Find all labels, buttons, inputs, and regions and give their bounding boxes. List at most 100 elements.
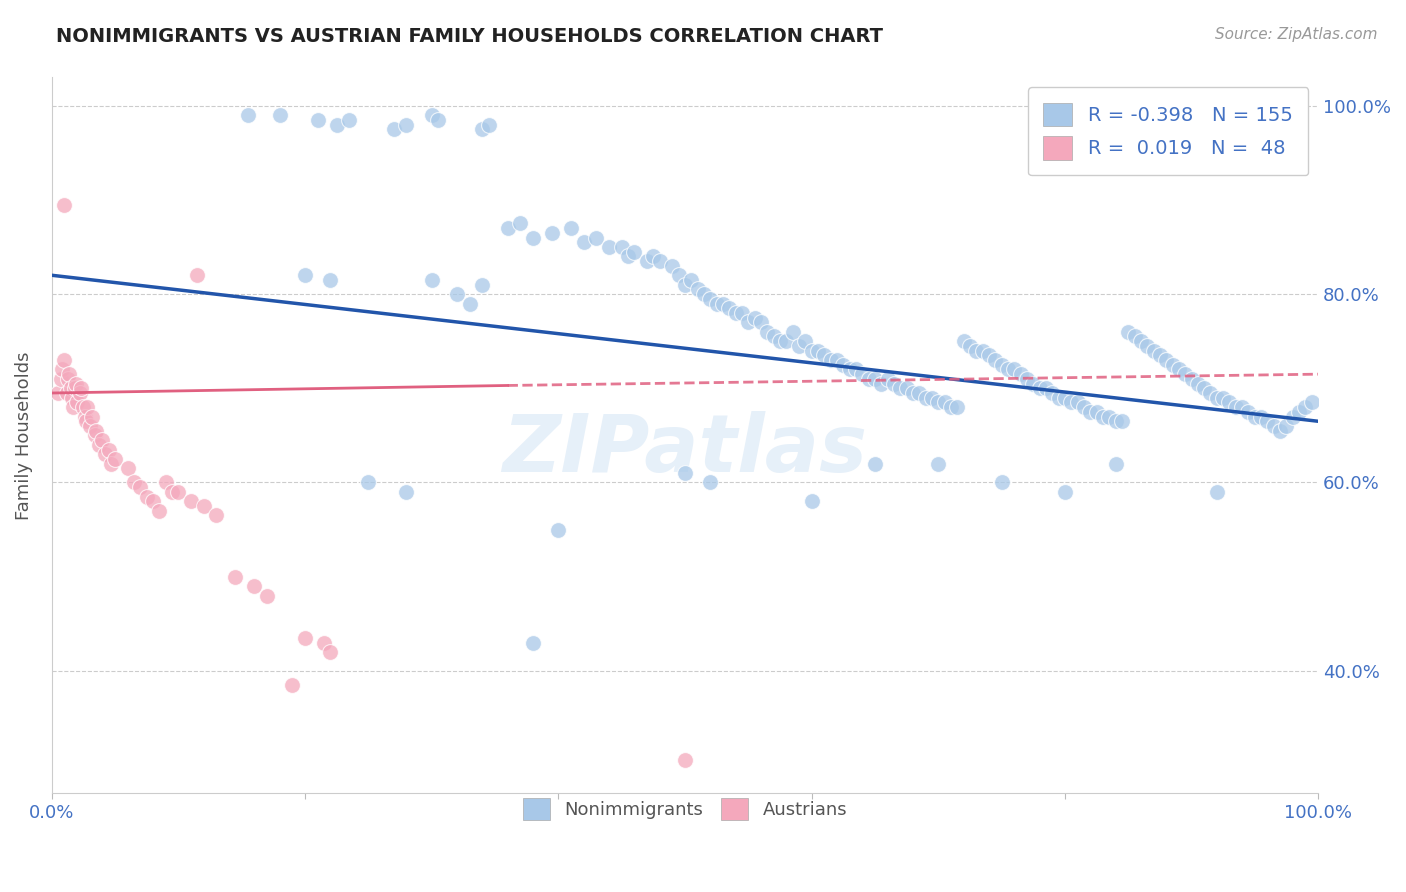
Point [939, 400, 962, 414]
Point [319, 273, 342, 287]
Point [56, 386, 79, 401]
Point [69, 386, 91, 401]
Point [1123, 329, 1146, 343]
Point [72, 400, 94, 414]
Point [997, 362, 1019, 376]
Point [84, 424, 107, 438]
Point [636, 254, 658, 268]
Point [160, 484, 183, 499]
Point [908, 386, 931, 401]
Point [49, 372, 72, 386]
Point [1053, 391, 1076, 405]
Point [1010, 367, 1032, 381]
Point [224, 570, 246, 584]
Point [977, 348, 1000, 362]
Point [724, 306, 747, 320]
Point [186, 268, 208, 283]
Point [87, 438, 110, 452]
Point [63, 381, 86, 395]
Point [312, 635, 335, 649]
Point [1218, 395, 1240, 409]
Point [1243, 409, 1265, 424]
Point [1263, 419, 1285, 434]
Point [46, 386, 69, 401]
Point [711, 296, 734, 310]
Point [617, 249, 640, 263]
Point [706, 296, 728, 310]
Point [693, 287, 716, 301]
Point [522, 635, 544, 649]
Point [598, 240, 620, 254]
Point [1192, 381, 1215, 395]
Point [782, 325, 804, 339]
Point [643, 249, 665, 263]
Point [319, 645, 342, 659]
Point [243, 579, 266, 593]
Point [325, 118, 347, 132]
Point [53, 197, 76, 211]
Point [180, 494, 202, 508]
Point [1085, 405, 1108, 419]
Point [357, 475, 380, 490]
Point [832, 358, 855, 372]
Point [205, 508, 228, 523]
Point [1256, 414, 1278, 428]
Point [193, 499, 215, 513]
Point [1116, 325, 1139, 339]
Point [699, 292, 721, 306]
Point [70, 381, 93, 395]
Point [167, 484, 190, 499]
Point [97, 442, 120, 457]
Point [294, 631, 316, 645]
Point [1154, 353, 1177, 368]
Point [1060, 395, 1083, 409]
Point [1301, 395, 1323, 409]
Point [1250, 409, 1272, 424]
Point [820, 353, 842, 368]
Point [1205, 391, 1227, 405]
Point [1288, 405, 1310, 419]
Point [269, 108, 291, 122]
Point [673, 277, 696, 292]
Point [749, 315, 772, 329]
Point [1180, 372, 1202, 386]
Point [681, 273, 703, 287]
Point [281, 678, 304, 692]
Point [673, 753, 696, 767]
Point [471, 277, 494, 292]
Point [509, 217, 531, 231]
Point [53, 353, 76, 368]
Point [876, 372, 898, 386]
Point [648, 254, 671, 268]
Point [661, 259, 683, 273]
Text: Source: ZipAtlas.com: Source: ZipAtlas.com [1215, 27, 1378, 42]
Point [427, 112, 450, 127]
Point [1040, 386, 1063, 401]
Point [478, 118, 501, 132]
Point [984, 353, 1007, 368]
Point [972, 343, 994, 358]
Point [1205, 484, 1227, 499]
Point [762, 329, 785, 343]
Point [382, 122, 405, 136]
Point [990, 475, 1012, 490]
Point [699, 475, 721, 490]
Point [256, 589, 278, 603]
Point [1035, 381, 1057, 395]
Point [94, 447, 117, 461]
Point [1161, 358, 1184, 372]
Point [1230, 400, 1253, 414]
Point [914, 391, 936, 405]
Point [122, 475, 145, 490]
Point [1104, 457, 1126, 471]
Point [79, 419, 101, 434]
Point [952, 334, 974, 349]
Point [718, 301, 741, 316]
Point [1237, 405, 1260, 419]
Legend: Nonimmigrants, Austrians: Nonimmigrants, Austrians [508, 783, 862, 834]
Point [395, 484, 418, 499]
Point [91, 433, 114, 447]
Point [58, 372, 80, 386]
Point [148, 504, 170, 518]
Point [1212, 391, 1234, 405]
